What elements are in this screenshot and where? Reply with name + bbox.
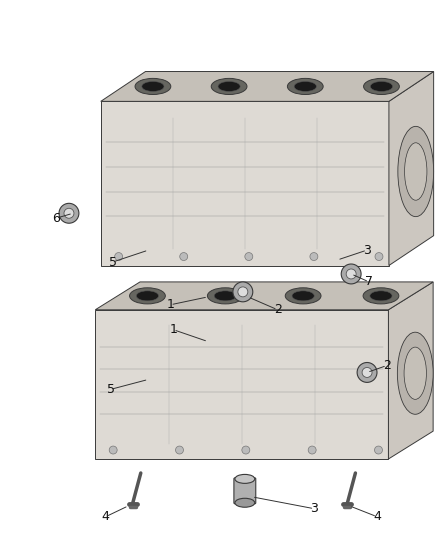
Ellipse shape [235,474,255,483]
Ellipse shape [218,82,240,92]
Text: 5: 5 [107,383,115,396]
Ellipse shape [404,347,427,399]
Polygon shape [389,282,433,459]
Circle shape [180,253,188,261]
Ellipse shape [292,291,314,301]
Circle shape [346,269,356,279]
Text: 6: 6 [52,212,60,225]
Ellipse shape [285,288,321,304]
Circle shape [362,367,372,377]
Text: 4: 4 [373,510,381,523]
Text: 4: 4 [102,510,110,523]
Ellipse shape [208,288,243,304]
Circle shape [176,446,184,454]
Text: 3: 3 [363,244,371,256]
Ellipse shape [142,82,164,92]
Circle shape [375,253,383,261]
FancyBboxPatch shape [234,478,256,504]
Text: 2: 2 [274,303,282,316]
Ellipse shape [235,498,255,507]
Ellipse shape [287,78,323,94]
Ellipse shape [364,78,399,94]
Circle shape [341,264,361,284]
Circle shape [64,208,74,218]
Circle shape [242,446,250,454]
Circle shape [374,446,382,454]
Ellipse shape [211,78,247,94]
Circle shape [59,203,79,223]
Text: 1: 1 [166,298,174,311]
Circle shape [115,253,123,261]
Ellipse shape [370,291,392,301]
Ellipse shape [294,82,316,92]
Ellipse shape [130,288,165,304]
Text: 1: 1 [170,323,177,336]
Ellipse shape [214,291,237,301]
Ellipse shape [405,143,427,200]
Ellipse shape [363,288,399,304]
Polygon shape [101,101,389,265]
Text: 7: 7 [365,276,373,288]
Circle shape [238,287,248,297]
Circle shape [245,253,253,261]
Ellipse shape [371,82,392,92]
Circle shape [308,446,316,454]
Text: 3: 3 [311,502,318,515]
Polygon shape [95,310,389,459]
Circle shape [109,446,117,454]
Circle shape [310,253,318,261]
Polygon shape [101,71,434,101]
Ellipse shape [397,332,433,414]
Text: 5: 5 [109,255,117,269]
Text: 2: 2 [383,359,391,372]
Ellipse shape [135,78,171,94]
Polygon shape [389,71,434,265]
Ellipse shape [136,291,159,301]
Circle shape [357,362,377,382]
Circle shape [233,282,253,302]
Ellipse shape [398,126,434,216]
Polygon shape [95,282,433,310]
